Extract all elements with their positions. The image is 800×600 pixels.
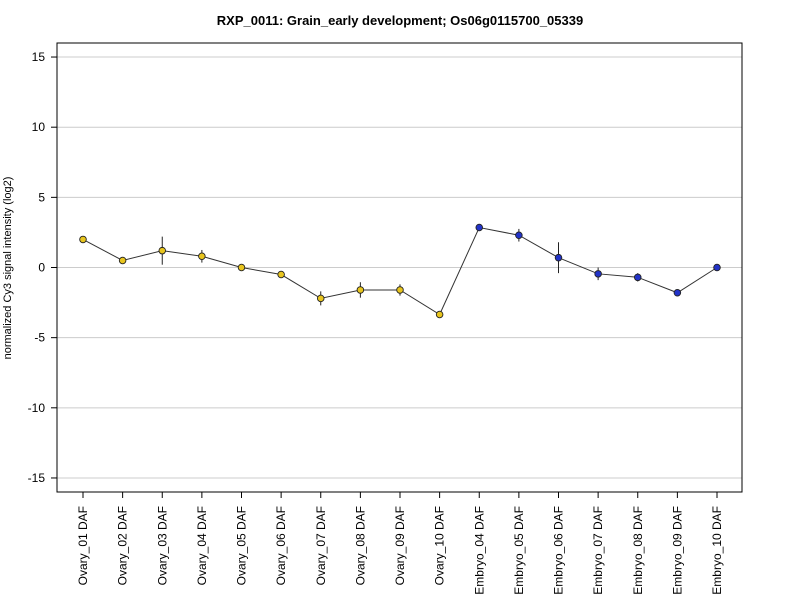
data-point — [79, 235, 87, 244]
x-tick-label: Embryo_09 DAF — [670, 506, 684, 595]
data-point — [713, 263, 721, 272]
data-point — [396, 286, 404, 294]
x-tick-label: Ovary_02 DAF — [116, 506, 130, 585]
y-tick-label: 5 — [38, 190, 45, 204]
data-point — [435, 310, 444, 319]
data-point — [158, 246, 166, 255]
data-point — [634, 273, 642, 282]
y-tick-label: 10 — [32, 120, 46, 134]
data-point — [277, 270, 285, 279]
data-point — [475, 223, 484, 232]
x-tick-label: Embryo_10 DAF — [710, 506, 724, 595]
x-tick-label: Embryo_08 DAF — [631, 506, 645, 595]
x-tick-label: Ovary_07 DAF — [314, 506, 328, 585]
data-point — [515, 231, 523, 239]
axes: 15 10 5 0 -5 -10 -15 Ovary_01 DAF Ovary_02 DAF Ov… — [28, 42, 743, 595]
x-tick-label: Embryo_04 DAF — [472, 506, 486, 595]
data-point — [317, 294, 325, 303]
y-tick-label: 0 — [38, 261, 45, 275]
data-point — [554, 253, 563, 262]
x-tick-label: Embryo_05 DAF — [512, 506, 526, 595]
x-tick-label: Embryo_06 DAF — [552, 506, 566, 595]
y-tick-label: 15 — [32, 50, 46, 64]
grid-lines — [57, 56, 742, 479]
x-tick-label: Ovary_10 DAF — [433, 506, 447, 585]
x-tick-label: Ovary_04 DAF — [195, 506, 209, 585]
data-point — [118, 256, 127, 265]
data-point — [356, 286, 365, 294]
data-series — [79, 223, 721, 319]
x-tick-label: Embryo_07 DAF — [591, 506, 605, 595]
y-tick-label: -5 — [34, 331, 45, 345]
x-tick-label: Ovary_08 DAF — [353, 506, 367, 585]
series-line — [82, 226, 718, 316]
data-point — [198, 252, 206, 261]
x-tick-label: Ovary_05 DAF — [235, 506, 249, 585]
data-point — [673, 289, 682, 297]
data-point — [237, 263, 246, 272]
y-tick-label: -10 — [28, 401, 46, 415]
chart-title: RXP_0011: Grain_early development; Os06g… — [216, 13, 584, 28]
data-point — [594, 270, 602, 278]
x-tick-label: Ovary_06 DAF — [274, 506, 288, 585]
x-tick-label: Ovary_01 DAF — [76, 506, 90, 585]
x-tick-label: Ovary_03 DAF — [155, 506, 169, 585]
y-axis-label: normalized Cy3 signal intensity (log2) — [2, 177, 14, 360]
y-tick-label: -15 — [28, 471, 46, 485]
x-tick-label: Ovary_09 DAF — [393, 506, 407, 585]
